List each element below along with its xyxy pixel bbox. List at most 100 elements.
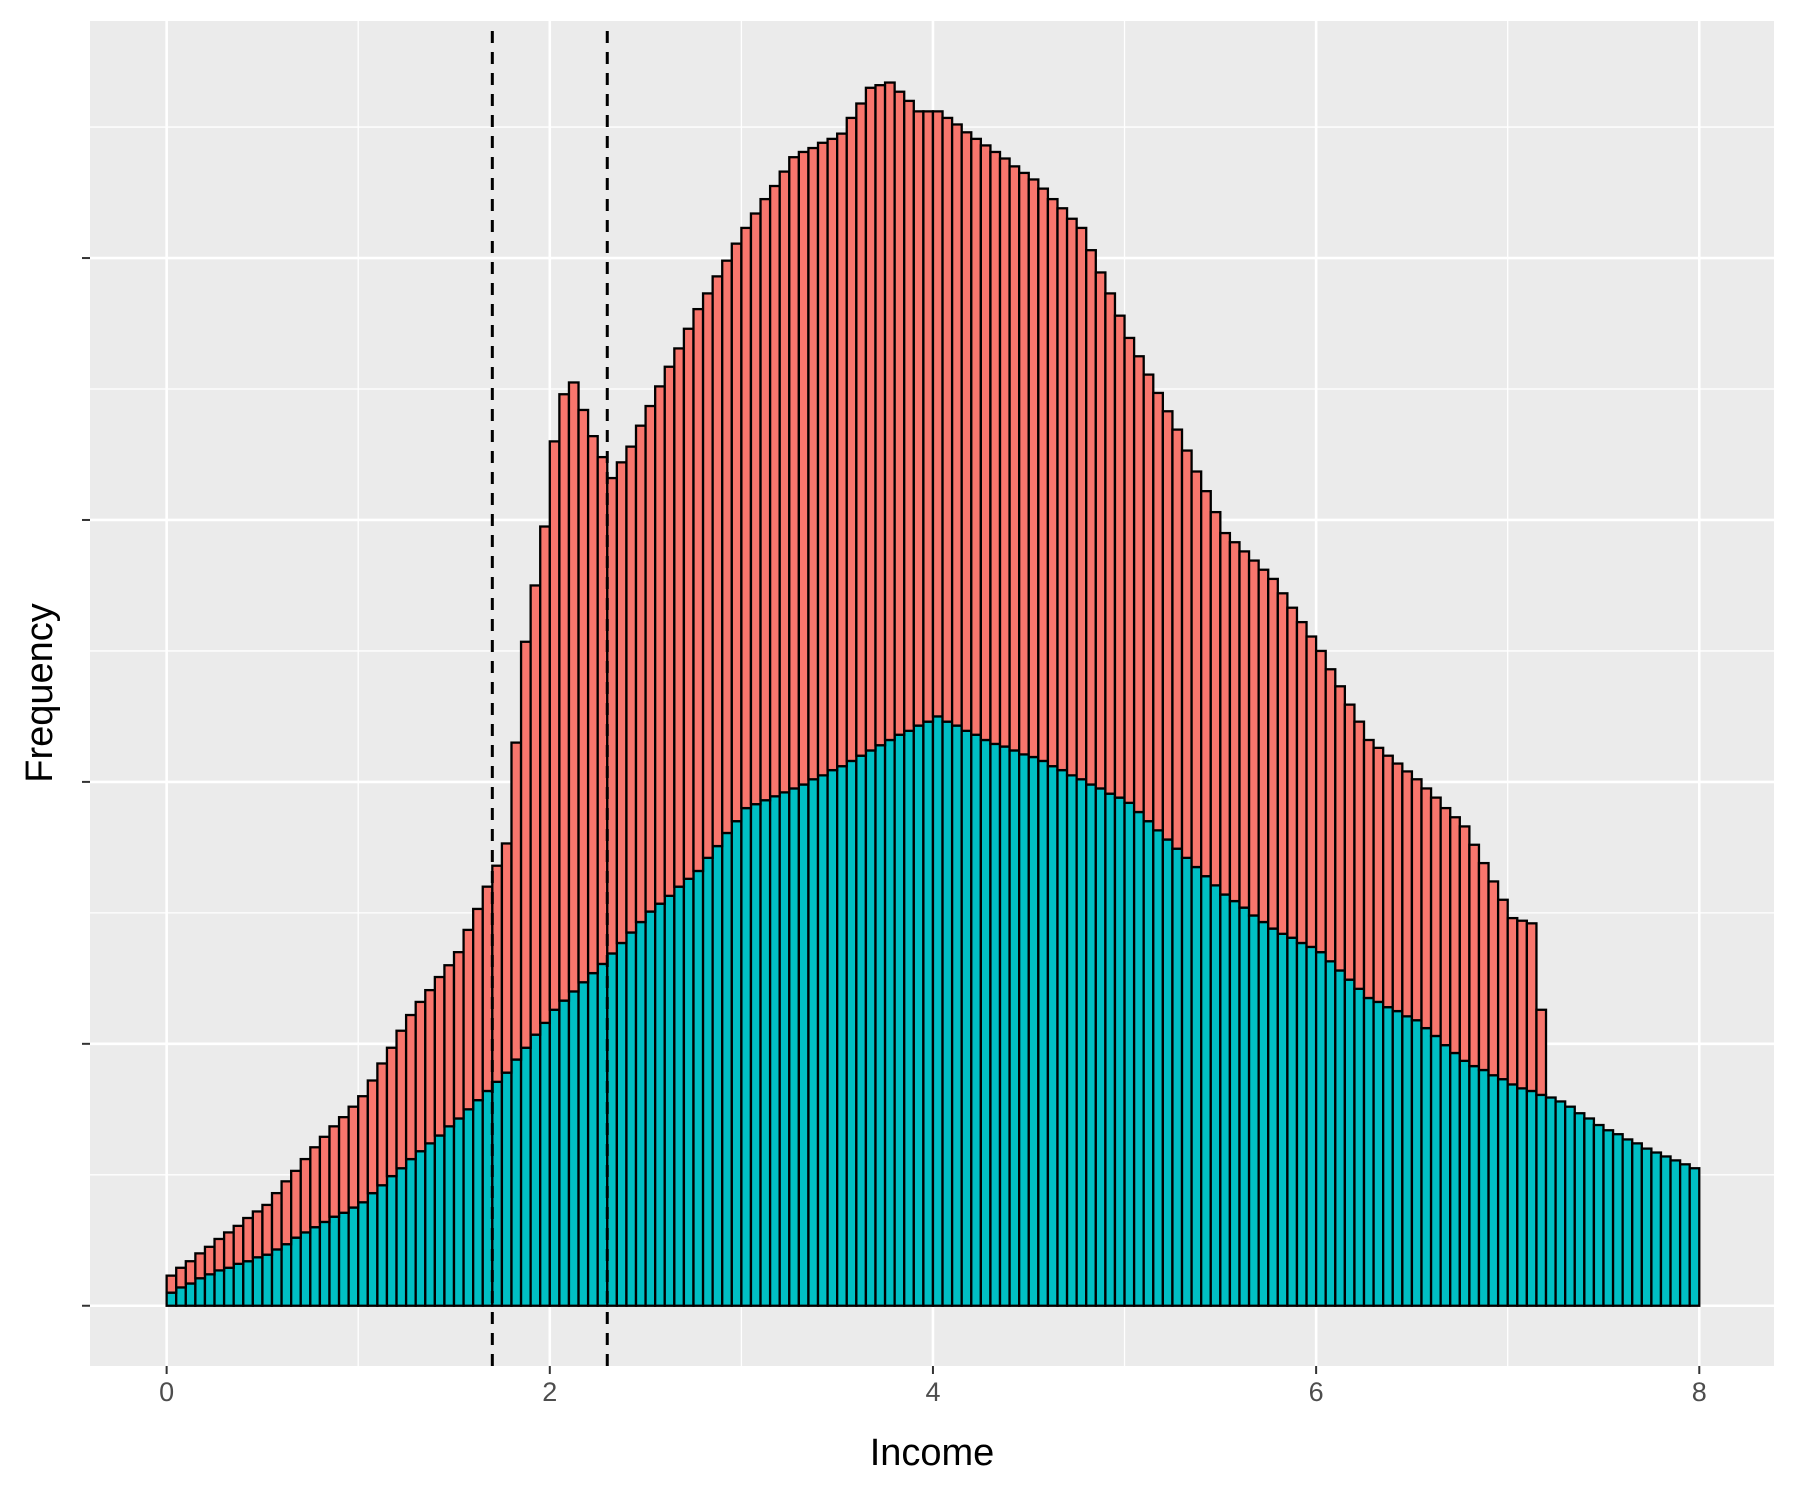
bar: [1238, 550, 1251, 909]
bar: [510, 741, 523, 1061]
bar: [701, 856, 714, 1307]
bar: [845, 116, 858, 763]
bar: [989, 742, 1002, 1307]
bar: [1496, 898, 1509, 1081]
bar: [797, 150, 810, 786]
bar: [586, 435, 599, 975]
bar: [970, 733, 983, 1307]
bar: [462, 928, 475, 1111]
bar: [1353, 720, 1366, 990]
bar: [644, 404, 657, 913]
bar: [1085, 783, 1097, 1307]
bar: [1257, 568, 1270, 924]
bar: [1372, 1000, 1385, 1307]
bar: [1132, 810, 1145, 1307]
x-axis-title: Income: [870, 1432, 995, 1474]
bar: [299, 1231, 312, 1307]
bar: [1209, 884, 1222, 1307]
bar: [242, 1260, 254, 1307]
bar: [692, 869, 705, 1307]
bar: [357, 1201, 369, 1307]
bar: [1659, 1155, 1672, 1307]
bar: [242, 1216, 254, 1263]
bar: [1046, 765, 1059, 1307]
bar: [1343, 703, 1356, 981]
bar: [1631, 1142, 1643, 1307]
bar: [443, 964, 456, 1128]
bar: [414, 1000, 427, 1153]
bar: [721, 831, 733, 1307]
bar: [960, 729, 973, 1307]
bar: [1353, 987, 1366, 1307]
bar: [1142, 820, 1155, 1307]
y-axis-title: Frequency: [19, 603, 61, 783]
bar: [625, 931, 638, 1307]
bar: [1008, 165, 1021, 752]
bar: [960, 131, 973, 732]
x-tick-label: 4: [925, 1377, 940, 1407]
bar: [749, 212, 762, 806]
bar: [1132, 355, 1145, 814]
bar: [941, 116, 954, 723]
bar: [1037, 759, 1050, 1307]
x-tick-label: 2: [542, 1377, 557, 1407]
bar: [1200, 875, 1212, 1307]
bar: [807, 146, 820, 781]
bar: [1219, 893, 1232, 1307]
bar: [807, 778, 820, 1307]
bar: [433, 975, 446, 1137]
bar: [290, 1169, 302, 1239]
bar: [1065, 774, 1078, 1307]
bar: [1295, 941, 1308, 1307]
bar: [251, 1256, 264, 1307]
bar: [558, 393, 571, 1002]
bar: [759, 197, 772, 802]
bar: [395, 1029, 408, 1170]
bar: [1535, 1008, 1548, 1097]
bar: [184, 1260, 197, 1285]
bar: [979, 738, 992, 1307]
bar: [577, 408, 590, 984]
bar: [500, 842, 513, 1074]
bar: [175, 1286, 187, 1307]
bar: [1008, 749, 1021, 1307]
bar: [1056, 768, 1069, 1307]
bar: [270, 1248, 283, 1307]
bar: [1228, 541, 1241, 903]
bar: [1362, 996, 1375, 1307]
bar: [1257, 920, 1270, 1307]
bar: [548, 440, 561, 1011]
bar: [740, 226, 753, 810]
bar: [778, 791, 791, 1307]
bar: [998, 745, 1011, 1307]
bar: [1468, 1064, 1481, 1307]
bar: [1477, 1068, 1490, 1307]
bar: [1075, 778, 1088, 1307]
bar: [184, 1282, 197, 1307]
bar: [280, 1180, 293, 1246]
bar: [1085, 249, 1097, 786]
bar: [816, 774, 829, 1307]
bar: [1276, 932, 1289, 1307]
bar: [347, 1206, 360, 1307]
bar: [1324, 668, 1337, 963]
bar: [558, 999, 571, 1307]
bar: [1314, 951, 1327, 1307]
bar: [529, 584, 542, 1036]
bar: [1161, 838, 1174, 1307]
bar: [1324, 960, 1337, 1307]
bar: [452, 951, 465, 1120]
bar: [749, 803, 762, 1307]
bar: [385, 1174, 398, 1307]
bar: [682, 327, 695, 880]
bar: [194, 1277, 207, 1307]
bar: [424, 1142, 436, 1307]
bar: [1621, 1138, 1634, 1307]
bar: [922, 720, 935, 1307]
bar: [1219, 531, 1232, 896]
bar: [347, 1105, 360, 1209]
bar: [1554, 1100, 1567, 1307]
bar: [654, 902, 666, 1307]
bar: [721, 259, 733, 835]
